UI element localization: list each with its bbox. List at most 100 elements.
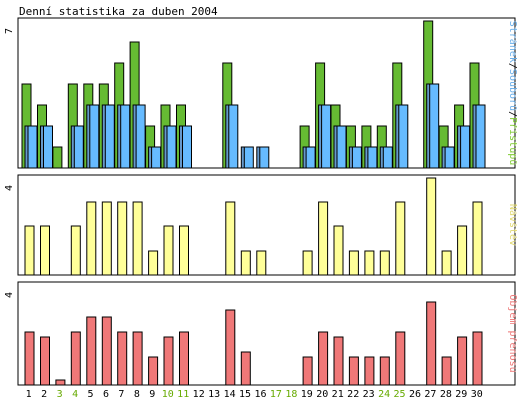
bar-kbytes-Objem-přenosu-day-3 [55,379,66,386]
x-tick-label-day-6: 6 [103,389,109,400]
bar-visits-Návštěv-day-20 [318,201,329,276]
bar-hits-Stránek-day-9 [151,146,162,169]
bar-kbytes-Objem-přenosu-day-8 [132,331,143,386]
bar-visits-Návštěv-day-23 [364,250,375,276]
legend-part-visits-0: Návštěv [507,204,517,246]
bar-hits-Stránek-day-5 [89,104,100,169]
bar-hits-Stránek-day-16 [259,146,270,169]
x-tick-label-day-19: 19 [301,389,313,400]
x-tick-label-day-25: 25 [393,389,405,400]
panel-visits: 4 Návštěv [4,174,517,276]
bar-hits-Stránek-day-25 [398,104,409,169]
x-tick-label-day-29: 29 [455,389,467,400]
bar-visits-Návštěv-day-30 [472,201,483,276]
bar-hits-Stránek-day-28 [444,146,455,169]
bar-kbytes-Objem-přenosu-day-27 [426,301,437,386]
bar-hits-Stránek-day-4 [73,125,84,169]
bar-kbytes-Objem-přenosu-day-9 [148,356,159,386]
bar-hits-Stránek-day-30 [475,104,486,169]
bar-hits-Přístupů-day-3 [52,146,63,169]
bar-kbytes-Objem-přenosu-day-22 [348,356,359,386]
bar-visits-Návštěv-day-8 [132,201,143,276]
bar-hits-Stránek-day-8 [135,104,146,169]
bar-hits-Stránek-day-24 [382,146,393,169]
bar-hits-Stránek-day-11 [182,125,192,169]
bar-visits-Návštěv-day-1 [24,225,35,276]
bar-visits-Návštěv-day-2 [40,225,50,276]
bar-visits-Návštěv-day-4 [70,225,81,276]
x-tick-label-day-24: 24 [378,389,390,400]
bar-hits-Stránek-day-1 [27,125,38,169]
x-tick-label-day-26: 26 [409,389,421,400]
bar-kbytes-Objem-přenosu-day-21 [333,336,344,386]
bar-hits-Stránek-day-20 [321,104,332,169]
bar-kbytes-Objem-přenosu-day-15 [240,351,251,386]
x-tick-label-day-28: 28 [440,389,452,400]
panel-frame-visits [17,174,516,276]
bar-kbytes-Objem-přenosu-day-4 [70,331,81,386]
bar-kbytes-Objem-přenosu-day-29 [457,336,468,386]
x-tick-label-day-5: 5 [87,389,93,400]
bar-kbytes-Objem-přenosu-day-10 [163,336,174,386]
bar-kbytes-Objem-přenosu-day-2 [40,336,50,386]
bar-hits-Stránek-day-22 [351,146,362,169]
bar-hits-Stránek-day-7 [120,104,131,169]
bar-visits-Návštěv-day-11 [179,225,189,276]
bar-visits-Návštěv-day-5 [86,201,97,276]
bar-hits-Stránek-day-2 [43,125,53,169]
bar-kbytes-Objem-přenosu-day-6 [101,316,112,386]
x-tick-label-day-23: 23 [363,389,375,400]
bar-visits-Návštěv-day-24 [379,250,390,276]
bar-kbytes-Objem-přenosu-day-11 [179,331,189,386]
bar-hits-Stránek-day-15 [243,146,254,169]
x-tick-label-day-2: 2 [41,389,47,400]
legend-visits: Návštěv [507,204,517,246]
x-tick-label-day-1: 1 [26,389,32,400]
x-tick-label-day-7: 7 [118,389,124,400]
bar-hits-Stránek-day-14 [228,104,239,169]
legend-part-kbytes-0: Objem přenosu [507,294,517,372]
x-tick-label-day-17: 17 [270,389,282,400]
bar-visits-Návštěv-day-7 [117,201,128,276]
bar-hits-Stránek-day-19 [305,146,316,169]
bar-kbytes-Objem-přenosu-day-5 [86,316,97,386]
x-tick-label-day-4: 4 [72,389,78,400]
x-tick-label-day-12: 12 [193,389,205,400]
legend-part-hits-0: Stránek [507,21,517,63]
x-tick-label-day-22: 22 [347,389,359,400]
bar-kbytes-Objem-přenosu-day-23 [364,356,375,386]
bar-visits-Návštěv-day-19 [302,250,313,276]
bar-hits-Stránek-day-23 [367,146,378,169]
bar-visits-Návštěv-day-29 [457,225,468,276]
legend-part-hits-2: Souborů [507,69,517,111]
x-tick-label-day-9: 9 [149,389,155,400]
legend-kbytes: Objem přenosu [507,294,517,372]
x-tick-label-day-21: 21 [332,389,344,400]
bar-kbytes-Objem-přenosu-day-20 [318,331,329,386]
x-tick-label-day-8: 8 [134,389,140,400]
bar-kbytes-Objem-přenosu-day-1 [24,331,35,386]
bar-visits-Návštěv-day-21 [333,225,344,276]
y-max-label-hits: 7 [4,28,15,34]
bar-hits-Stránek-day-21 [336,125,347,169]
bar-visits-Návštěv-day-22 [348,250,359,276]
legend-part-hits-3: / [507,111,517,117]
bar-hits-Stránek-day-6 [104,104,115,169]
bar-visits-Návštěv-day-27 [426,177,437,276]
legend-part-hits-1: / [507,63,517,69]
x-tick-label-day-10: 10 [162,389,174,400]
bar-hits-Stránek-day-27 [429,83,440,169]
x-tick-label-day-30: 30 [471,389,483,400]
x-tick-label-day-18: 18 [285,389,297,400]
bar-kbytes-Objem-přenosu-day-25 [395,331,406,386]
bar-visits-Návštěv-day-15 [240,250,251,276]
panel-hits: 7 Stránek/Souborů/Přístupů [4,17,517,169]
bar-hits-Stránek-day-29 [460,125,471,169]
x-tick-label-day-13: 13 [208,389,220,400]
bar-hits-Stránek-day-10 [166,125,177,169]
legend-hits: Stránek/Souborů/Přístupů [507,21,517,166]
bar-kbytes-Objem-přenosu-day-24 [379,356,390,386]
legend-part-hits-4: Přístupů [507,117,517,165]
panel-kbytes: 4 Objem přenosu [4,281,517,386]
